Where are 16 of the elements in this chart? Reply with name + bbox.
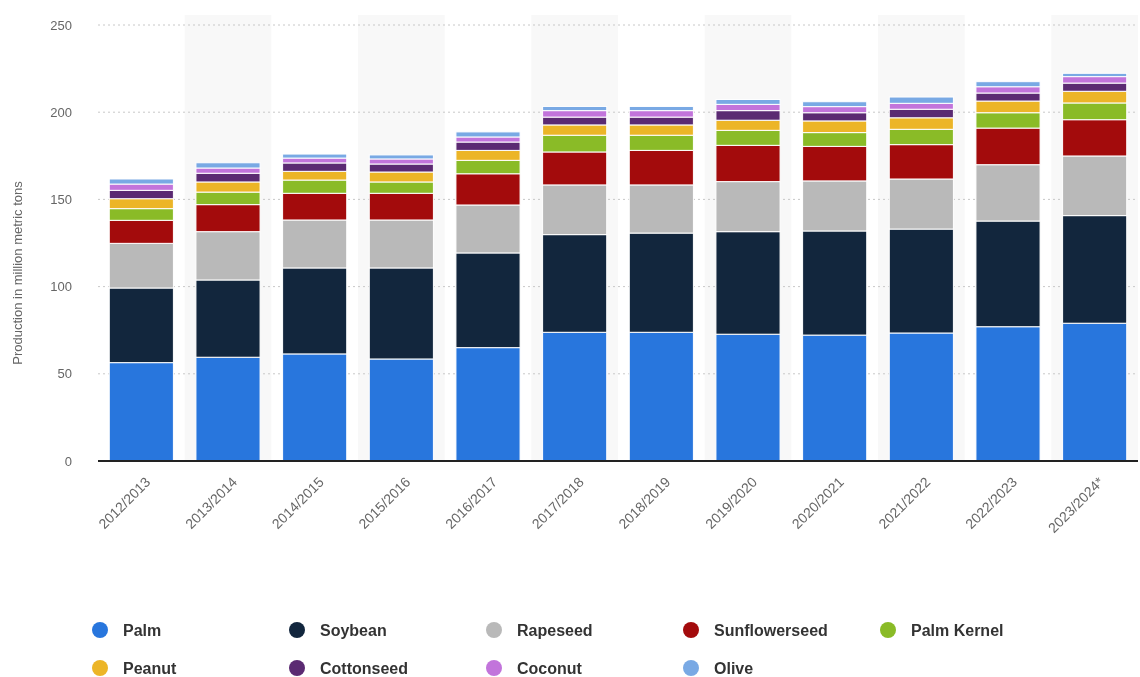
y-tick-label: 250 — [50, 17, 72, 33]
y-tick-label: 150 — [50, 191, 72, 207]
legend-label: Coconut — [517, 659, 583, 677]
y-tick-label: 0 — [64, 453, 72, 469]
legend-label: Rapeseed — [517, 621, 593, 639]
y-axis-title: Production in million metric tons — [10, 180, 25, 365]
legend-label: Peanut — [123, 659, 178, 677]
y-tick-label: 100 — [50, 279, 72, 295]
legend-label: Cottonseed — [320, 659, 408, 677]
legend-label: Palm Kernel — [911, 621, 1004, 639]
legend-label: Sunflowerseed — [714, 621, 828, 639]
y-tick-label: 200 — [50, 104, 72, 120]
y-tick-label: 50 — [57, 366, 72, 382]
legend-label: Olive — [714, 659, 754, 677]
legend-label: Palm — [123, 621, 162, 639]
legend-label: Soybean — [320, 621, 387, 639]
